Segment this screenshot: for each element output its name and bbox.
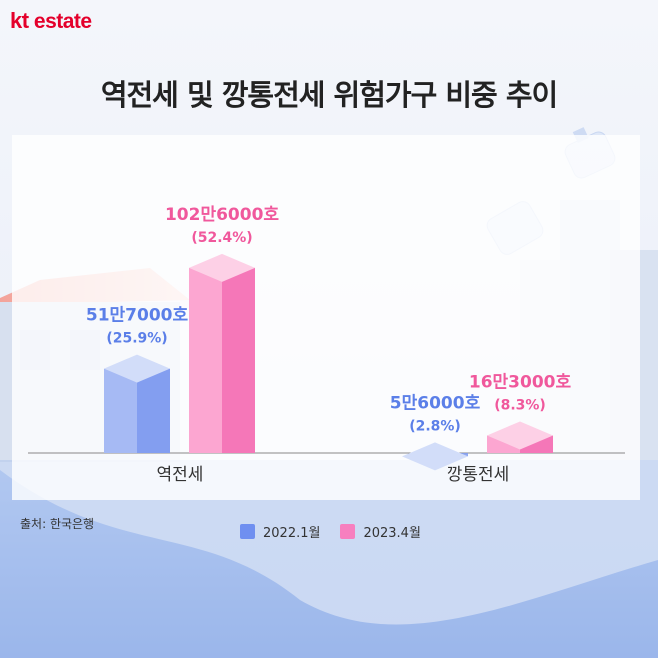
- bar-top-1-1: [487, 421, 553, 450]
- pct-label-1-0: (52.4%): [191, 230, 252, 246]
- legend-swatch-2023: [340, 524, 356, 539]
- bar-side-1-0: [222, 267, 255, 453]
- kt-estate-logo: kt estate: [10, 8, 92, 33]
- count-label-0-0: 51만7000호: [86, 306, 189, 326]
- category-label-0: 역전세: [157, 465, 204, 485]
- source-note: 출처: 한국은행: [20, 517, 95, 531]
- count-label-0-1: 5만6000호: [390, 393, 481, 413]
- legend: 2022.1월 2023.4월: [240, 522, 441, 541]
- legend-label-2022: 2022.1월: [263, 526, 321, 541]
- legend-item-2022: 2022.1월: [240, 522, 320, 541]
- pct-label-1-1: (8.3%): [494, 397, 546, 413]
- count-label-1-0: 102만6000호: [165, 205, 279, 225]
- bar-side-0-0: [137, 368, 170, 453]
- bar-top-1-0: [189, 253, 255, 282]
- count-label-1-1: 16만3000호: [469, 372, 572, 392]
- chart-title: 역전세 및 깡통전세 위험가구 비중 추이: [100, 78, 558, 112]
- legend-swatch-2022: [240, 524, 255, 539]
- pct-label-0-1: (2.8%): [409, 418, 461, 434]
- bar-top-0-1: [402, 442, 468, 471]
- legend-item-2023: 2023.4월: [340, 522, 421, 541]
- category-label-1: 깡통전세: [447, 465, 510, 485]
- legend-label-2023: 2023.4월: [363, 526, 421, 541]
- pct-label-0-0: (25.9%): [106, 331, 167, 347]
- bar-top-0-0: [104, 354, 170, 383]
